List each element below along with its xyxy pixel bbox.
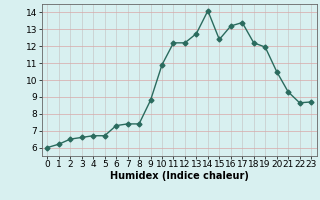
X-axis label: Humidex (Indice chaleur): Humidex (Indice chaleur) [110,171,249,181]
